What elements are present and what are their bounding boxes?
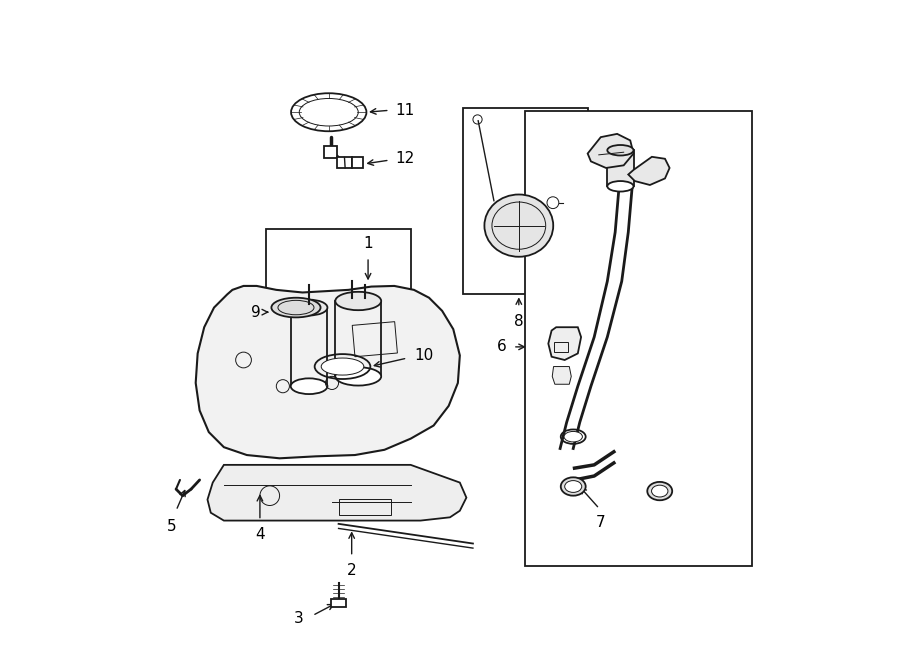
Polygon shape [588,134,634,168]
Polygon shape [548,327,581,360]
Polygon shape [628,157,670,185]
Text: 7: 7 [596,516,606,530]
Text: 3: 3 [294,611,304,627]
Bar [338,499,391,516]
Bar [554,342,568,352]
Text: 8: 8 [514,314,524,329]
Text: 9: 9 [251,305,261,320]
Bar [608,150,634,186]
Bar [338,157,352,168]
Ellipse shape [647,482,672,500]
Polygon shape [553,367,572,384]
Text: 2: 2 [346,563,356,578]
Ellipse shape [608,145,634,155]
Polygon shape [195,286,460,458]
Circle shape [547,197,559,209]
Text: 5: 5 [166,520,176,534]
Text: 6: 6 [497,339,507,354]
Ellipse shape [561,477,586,496]
Polygon shape [208,465,466,521]
Bar [352,322,398,357]
Bar [464,108,588,294]
Bar [266,229,410,406]
Ellipse shape [291,299,328,315]
Ellipse shape [321,358,364,375]
Text: 11: 11 [395,102,414,118]
Bar [352,157,364,168]
Text: 12: 12 [395,151,414,167]
Bar [324,146,338,158]
Text: 10: 10 [414,348,433,363]
Ellipse shape [291,378,328,394]
Ellipse shape [564,432,582,442]
Bar [526,111,752,566]
Ellipse shape [272,297,320,317]
Ellipse shape [484,194,554,256]
Text: 1: 1 [364,235,373,251]
Ellipse shape [336,292,382,310]
Ellipse shape [299,98,358,126]
Ellipse shape [608,181,634,192]
Ellipse shape [652,485,668,497]
Bar [330,600,346,607]
Ellipse shape [564,481,581,492]
Ellipse shape [336,368,382,385]
Text: 4: 4 [255,527,265,542]
